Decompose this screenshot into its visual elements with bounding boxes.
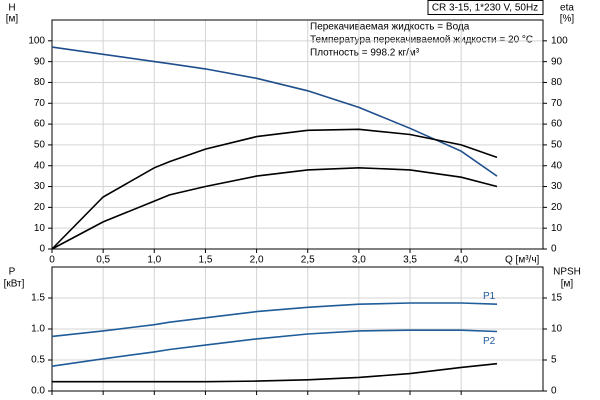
y2-tick-label: 0 [551,244,557,255]
y2-axis-unit: [%] [560,14,575,25]
y2-tick-label: 10 [551,223,563,234]
y-axis-label: H [8,3,15,14]
y-tick-label: 30 [34,181,46,192]
plot-frame [51,266,544,392]
y-tick-label: 100 [28,35,45,46]
plot-frame [51,19,544,250]
y-tick-label: 20 [34,202,46,213]
x-tick-label: 0 [49,255,55,266]
y-axis-unit: [кВт] [4,279,25,290]
y2-axis-label: eta [560,3,574,14]
x-tick-label: 0,5 [96,255,110,266]
y2-tick-label: 10 [551,324,563,335]
curve [51,166,498,250]
y-tick-label: 70 [34,98,46,109]
y2-axis-label: NPSH [553,267,581,278]
y2-tick-label: 40 [551,160,563,171]
y2-tick-label: 5 [551,355,557,366]
y-tick-label: 50 [34,140,46,151]
series-label: P2 [483,336,496,347]
y-tick-label: 1.0 [31,324,45,335]
y-axis-unit: [м] [6,14,19,25]
y-tick-label: 60 [34,119,46,130]
x-tick-label: 1,5 [198,255,212,266]
y2-tick-label: 60 [551,119,563,130]
y-tick-label: 1.5 [31,293,45,304]
y-tick-label: 0.0 [31,386,45,397]
y-tick-label: 0 [39,244,45,255]
curve [52,362,498,383]
y-tick-label: 80 [34,77,46,88]
title-box [427,0,544,15]
annotation: Перекачиваемая жидкость = Вода [310,22,470,33]
curve [51,329,498,367]
annotation: Температура перекачиваемой жидкости = 20… [310,35,533,46]
y2-tick-label: 0 [551,386,557,397]
curve [51,128,498,250]
x-tick-label: 1,0 [147,255,161,266]
y2-tick-label: 90 [551,56,563,67]
y-tick-label: 40 [34,160,46,171]
y-axis-label: P [9,267,16,278]
y2-tick-label: 15 [551,293,563,304]
x-tick-label: 2,5 [301,255,315,266]
x-tick-label: 4,0 [454,255,468,266]
y2-tick-label: 20 [551,202,563,213]
curve [51,46,498,177]
y2-tick-label: 70 [551,98,563,109]
y-tick-label: 90 [34,56,46,67]
y-tick-label: 0.5 [31,355,45,366]
y2-tick-label: 80 [551,77,563,88]
y2-axis-unit: [м] [561,279,574,290]
y2-tick-label: 50 [551,140,563,151]
curve [51,302,498,338]
y-tick-label: 10 [34,223,46,234]
y2-tick-label: 100 [551,35,568,46]
x-tick-label: 3,0 [352,255,366,266]
x-axis-label: Q [м³/ч] [505,255,540,266]
x-tick-label: 3,5 [403,255,417,266]
x-tick-label: 2,0 [250,255,264,266]
chart-title: CR 3-15, 1*230 V, 50Hz [432,3,538,14]
y2-tick-label: 30 [551,181,563,192]
series-label: P1 [483,291,496,302]
annotation: Плотность = 998.2 кг/м³ [310,48,420,59]
